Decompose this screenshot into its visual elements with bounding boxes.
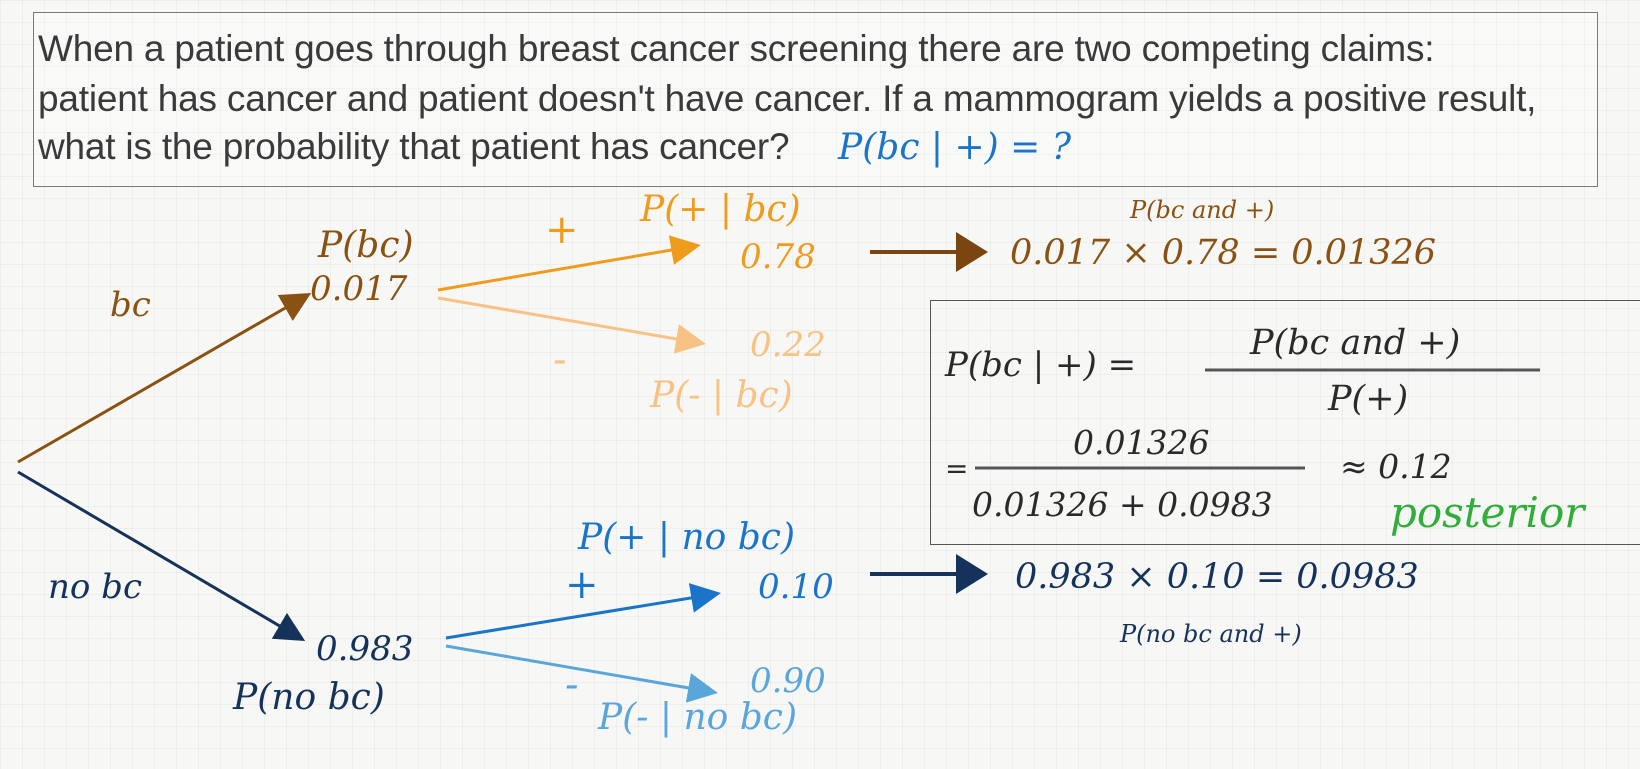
bayes-numerator: P(bc and +) bbox=[1250, 323, 1461, 363]
nobc-minus-label: P(- | no bc) bbox=[598, 697, 798, 738]
nobc-and-plus-calc: 0.983 × 0.10 = 0.0983 bbox=[1015, 557, 1419, 597]
arrow-bc bbox=[17, 293, 312, 464]
bayes-lhs: P(bc | +) = bbox=[945, 345, 1137, 385]
question-formula: P(bc | +) = ? bbox=[838, 127, 1072, 168]
p-nobc-value: 0.983 bbox=[316, 629, 414, 669]
p-bc-value: 0.017 bbox=[310, 269, 408, 309]
question-line-3: what is the probability that patient has… bbox=[38, 126, 790, 167]
arrow-nobc-plus bbox=[445, 583, 721, 640]
branch-label-bc: bc bbox=[110, 285, 151, 325]
bayes-formula-box bbox=[930, 300, 1640, 545]
arrow-nobc-minus bbox=[445, 644, 718, 703]
bayes-den-value: 0.01326 + 0.0983 bbox=[972, 485, 1273, 524]
arrow-bc-minus bbox=[437, 296, 706, 354]
bc-minus-sign: - bbox=[553, 337, 567, 383]
nobc-plus-label: P(+ | no bc) bbox=[578, 517, 796, 558]
nobc-and-plus-label: P(no bc and +) bbox=[1120, 620, 1302, 648]
bayes-approx-result: ≈ 0.12 bbox=[1340, 447, 1452, 486]
question-line-2: patient has cancer and patient doesn't h… bbox=[38, 78, 1537, 119]
branch-label-nobc: no bc bbox=[48, 567, 142, 607]
bc-and-plus-calc: 0.017 × 0.78 = 0.01326 bbox=[1010, 233, 1437, 273]
nobc-plus-sign: + bbox=[565, 562, 599, 608]
bc-minus-label: P(- | bc) bbox=[650, 375, 793, 416]
bc-plus-sign: + bbox=[545, 207, 579, 253]
bayes-num-value: 0.01326 bbox=[1073, 423, 1210, 462]
bc-and-plus-label: P(bc and +) bbox=[1130, 196, 1275, 224]
nobc-plus-value: 0.10 bbox=[758, 567, 834, 607]
p-nobc-label: P(no bc) bbox=[233, 677, 385, 718]
bc-minus-value: 0.22 bbox=[750, 325, 826, 365]
question-line-1: When a patient goes through breast cance… bbox=[38, 28, 1435, 69]
bc-plus-label: P(+ | bc) bbox=[640, 189, 801, 230]
arrow-bc-plus bbox=[437, 235, 701, 292]
nobc-minus-sign: - bbox=[565, 662, 579, 708]
p-bc-label: P(bc) bbox=[318, 225, 414, 266]
nobc-minus-value: 0.90 bbox=[750, 661, 826, 701]
question-box bbox=[33, 12, 1598, 187]
bc-plus-value: 0.78 bbox=[740, 237, 816, 277]
bayes-denominator: P(+) bbox=[1328, 379, 1409, 419]
arrow-nobc bbox=[17, 470, 306, 642]
bayes-equals: = bbox=[945, 452, 969, 485]
posterior-label: posterior bbox=[1390, 488, 1585, 537]
